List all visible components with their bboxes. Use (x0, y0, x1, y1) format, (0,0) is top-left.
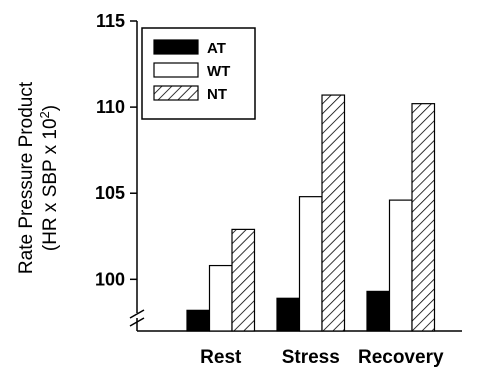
y-tick-label: 110 (96, 97, 125, 117)
legend-swatch-nt (153, 85, 199, 101)
x-tick-label-rest: Rest (200, 347, 242, 368)
y-tick-label: 115 (96, 11, 125, 31)
bar-wt-stress (298, 196, 323, 332)
legend-swatch-wt (153, 62, 199, 78)
legend-label-at: AT (207, 40, 226, 57)
y-axis-title-line1: Rate Pressure Product (16, 81, 37, 274)
y-axis-title-line2: (HR x SBP x 102) (37, 105, 61, 251)
bar-nt-stress (321, 94, 346, 332)
y-axis-title: Rate Pressure Product (HR x SBP x 102) (16, 81, 61, 274)
bar-nt-rest (231, 228, 256, 332)
y-axis-title-line2-prefix: (HR x SBP x 10 (40, 118, 61, 251)
bar-at-rest (186, 309, 211, 332)
x-tick-label-stress: Stress (282, 347, 340, 368)
y-tick-label: 100 (95, 269, 125, 289)
y-axis-title-line2-suffix: ) (40, 105, 61, 111)
bar-at-recovery (366, 290, 391, 332)
legend-swatch-at (153, 39, 199, 55)
y-tick-label: 105 (95, 183, 125, 203)
bar-wt-rest (208, 264, 233, 332)
y-ticks: 100 105 110 115 (95, 11, 137, 289)
axis-break-mark-upper (129, 309, 145, 319)
x-tick-label-recovery: Recovery (358, 347, 444, 368)
legend-label-nt: NT (207, 86, 227, 103)
legend-label-wt: WT (207, 63, 230, 80)
bar-nt-recovery (411, 103, 436, 332)
y-axis-title-superscript: 2 (37, 111, 52, 118)
bars (186, 94, 436, 332)
x-tick-labels: Rest Stress Recovery (200, 347, 444, 368)
legend: AT WT NT (141, 27, 256, 120)
bar-wt-recovery (388, 199, 413, 332)
bar-at-stress (276, 297, 301, 332)
